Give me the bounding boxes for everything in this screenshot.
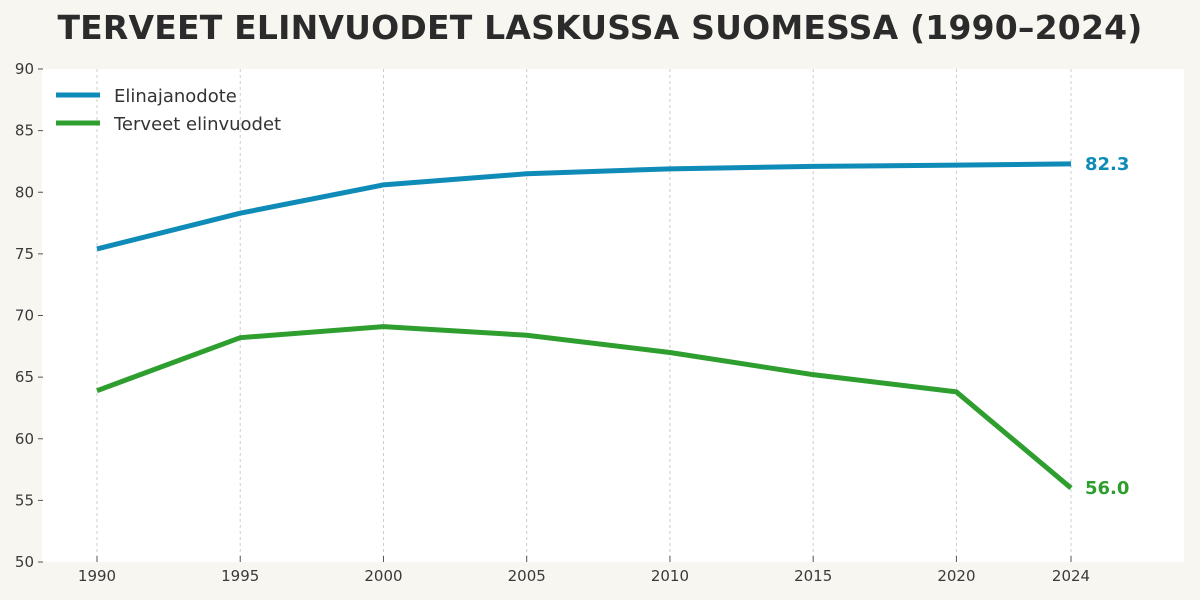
- plot-area: [42, 69, 1184, 562]
- y-tick-label: 50: [15, 553, 34, 571]
- life-expectancy-line: [96, 161, 1072, 252]
- healthy-years-end-label: 56.0: [1085, 478, 1129, 499]
- legend-label: Elinajanodote: [114, 86, 237, 107]
- x-tick-label: 2020: [937, 567, 975, 585]
- life-expectancy-end-label: 82.3: [1085, 154, 1129, 175]
- chart-title: TERVEET ELINVUODET LASKUSSA SUOMESSA (19…: [57, 8, 1143, 47]
- grid-lines: [96, 69, 1072, 562]
- y-tick-label: 55: [15, 491, 34, 509]
- y-tick-label: 60: [15, 430, 34, 448]
- y-tick-label: 70: [15, 307, 34, 325]
- y-axis: 50 55 60 65 70 75 80 85 90: [15, 60, 43, 571]
- y-tick-label: 75: [15, 245, 34, 263]
- legend: Elinajanodote Terveet elinvuodet: [56, 86, 281, 135]
- legend-label: Terveet elinvuodet: [113, 114, 281, 135]
- y-tick-label: 65: [15, 368, 34, 386]
- x-tick-label: 2005: [508, 567, 546, 585]
- x-tick-label: 2010: [651, 567, 689, 585]
- end-labels: 82.3 56.0: [1085, 154, 1129, 499]
- x-tick-label: 1995: [221, 567, 259, 585]
- y-tick-label: 80: [15, 183, 34, 201]
- healthy-years-line: [96, 324, 1073, 490]
- x-tick-label: 2000: [364, 567, 402, 585]
- y-tick-label: 85: [15, 122, 34, 140]
- x-tick-label: 2024: [1052, 567, 1090, 585]
- series-lines: [96, 161, 1073, 490]
- y-tick-label: 90: [15, 60, 34, 78]
- x-tick-label: 2015: [794, 567, 832, 585]
- x-axis: 1990 1995 2000 2005 2010 2015 2020 2024: [78, 556, 1090, 585]
- x-tick-label: 1990: [78, 567, 116, 585]
